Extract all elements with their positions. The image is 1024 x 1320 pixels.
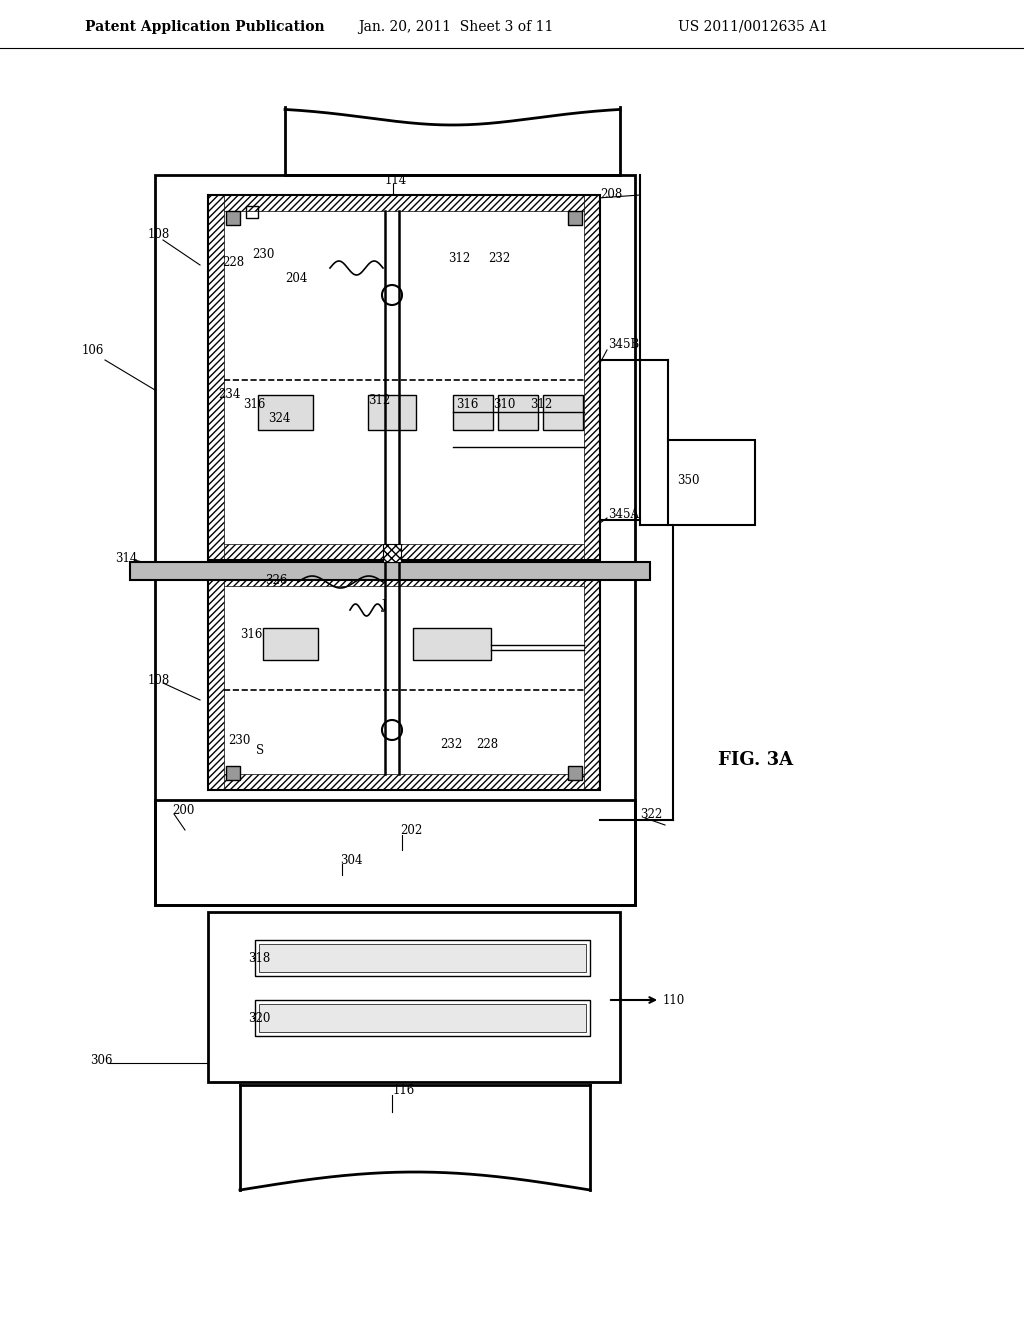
Text: Jan. 20, 2011  Sheet 3 of 11: Jan. 20, 2011 Sheet 3 of 11 bbox=[358, 20, 553, 34]
Text: 228: 228 bbox=[222, 256, 244, 268]
Text: 306: 306 bbox=[90, 1053, 113, 1067]
Text: 208: 208 bbox=[600, 189, 623, 202]
Bar bbox=[208, 570, 600, 789]
Bar bbox=[130, 562, 650, 579]
Bar bbox=[155, 176, 635, 906]
Text: 324: 324 bbox=[268, 412, 291, 425]
Bar bbox=[208, 570, 600, 586]
Bar bbox=[208, 544, 600, 560]
Bar bbox=[255, 940, 590, 975]
Text: 350: 350 bbox=[677, 474, 699, 487]
Text: 316: 316 bbox=[456, 399, 478, 412]
Text: 114: 114 bbox=[385, 173, 408, 186]
Bar bbox=[258, 395, 313, 430]
Text: J: J bbox=[382, 598, 387, 611]
Text: US 2011/0012635 A1: US 2011/0012635 A1 bbox=[678, 20, 828, 34]
Text: 322: 322 bbox=[640, 808, 663, 821]
Bar bbox=[383, 544, 401, 562]
Text: S: S bbox=[256, 743, 264, 756]
Text: 230: 230 bbox=[228, 734, 251, 747]
Text: 232: 232 bbox=[488, 252, 510, 264]
Bar bbox=[584, 195, 600, 560]
Text: 304: 304 bbox=[340, 854, 362, 866]
Bar bbox=[259, 1005, 586, 1032]
Text: 312: 312 bbox=[368, 393, 390, 407]
Text: 316: 316 bbox=[240, 628, 262, 642]
Text: 310: 310 bbox=[493, 399, 515, 412]
Text: 312: 312 bbox=[530, 399, 552, 412]
Bar bbox=[543, 395, 583, 430]
Bar bbox=[498, 395, 538, 430]
Text: 345A: 345A bbox=[608, 508, 639, 521]
Text: Patent Application Publication: Patent Application Publication bbox=[85, 20, 325, 34]
Bar bbox=[208, 912, 620, 1082]
Bar bbox=[208, 774, 600, 789]
Bar bbox=[584, 570, 600, 789]
Text: 318: 318 bbox=[248, 952, 270, 965]
Text: 320: 320 bbox=[248, 1011, 270, 1024]
Bar bbox=[263, 628, 318, 660]
Text: 230: 230 bbox=[252, 248, 274, 261]
Bar bbox=[413, 628, 490, 660]
Text: 108: 108 bbox=[148, 228, 170, 242]
Bar bbox=[208, 195, 224, 560]
Text: 232: 232 bbox=[440, 738, 462, 751]
Bar bbox=[368, 395, 416, 430]
Bar bbox=[208, 195, 600, 560]
Text: 326: 326 bbox=[265, 573, 288, 586]
Text: 202: 202 bbox=[400, 824, 422, 837]
Text: FIG. 3A: FIG. 3A bbox=[718, 751, 794, 770]
Bar bbox=[453, 395, 493, 430]
Text: 312: 312 bbox=[449, 252, 470, 264]
Bar bbox=[568, 211, 582, 224]
Bar bbox=[668, 440, 755, 525]
Text: 108: 108 bbox=[148, 673, 170, 686]
Text: 228: 228 bbox=[476, 738, 498, 751]
Text: 116: 116 bbox=[393, 1084, 416, 1097]
Bar bbox=[208, 570, 224, 789]
Bar bbox=[255, 1001, 590, 1036]
Text: 316: 316 bbox=[243, 399, 265, 412]
Bar bbox=[259, 944, 586, 972]
Bar bbox=[155, 800, 635, 906]
Bar bbox=[226, 211, 240, 224]
Text: 200: 200 bbox=[172, 804, 195, 817]
Bar bbox=[208, 195, 600, 211]
Text: 234: 234 bbox=[218, 388, 241, 401]
Bar bbox=[568, 766, 582, 780]
Text: 106: 106 bbox=[82, 343, 104, 356]
Text: 110: 110 bbox=[663, 994, 685, 1006]
Text: 314: 314 bbox=[115, 552, 137, 565]
Bar bbox=[246, 206, 258, 218]
Text: 345B: 345B bbox=[608, 338, 639, 351]
Bar bbox=[226, 766, 240, 780]
Text: 204: 204 bbox=[285, 272, 307, 285]
